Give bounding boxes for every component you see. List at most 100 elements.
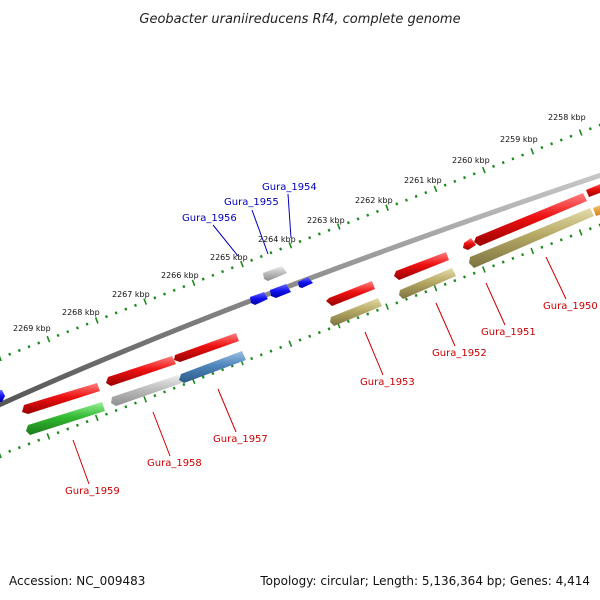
gene-features <box>0 184 600 435</box>
tick-mark <box>259 353 263 357</box>
gene-label: Gura_1953 <box>360 377 415 388</box>
tick-mark <box>346 221 350 225</box>
tick-mark <box>114 408 118 413</box>
tick-mark <box>492 164 496 168</box>
tick-mark <box>143 396 148 403</box>
tick-mark <box>511 256 515 260</box>
tick-mark <box>521 153 525 157</box>
tick-mark <box>0 452 2 459</box>
gene-label: Gura_1956 <box>182 213 237 224</box>
leader-line <box>364 331 384 376</box>
tick-mark <box>17 348 21 353</box>
tick-mark <box>104 412 108 416</box>
tick-mark <box>211 273 215 277</box>
scale-label: 2265 kbp <box>210 253 248 262</box>
tick-mark <box>221 269 225 274</box>
leader-line <box>545 256 567 300</box>
leader-line <box>435 302 456 347</box>
tick-mark <box>433 185 438 193</box>
tick-mark <box>17 445 21 450</box>
tick-mark <box>308 236 312 240</box>
tick-mark <box>492 264 496 268</box>
tick-mark <box>124 405 128 409</box>
tick-mark <box>56 431 60 435</box>
gene-feature-small-blue <box>250 292 268 305</box>
leader-line <box>152 411 171 457</box>
tick-mark <box>569 234 573 238</box>
tick-mark <box>404 297 408 301</box>
gene-label: Gura_1950 <box>543 301 598 312</box>
tick-mark <box>56 333 60 338</box>
tick-mark <box>550 241 554 246</box>
gene-feature-red <box>394 252 449 280</box>
tick-mark <box>288 241 293 249</box>
tick-mark <box>133 401 137 405</box>
tick-mark <box>37 341 41 345</box>
tick-mark <box>424 191 428 195</box>
tick-mark <box>288 340 293 347</box>
tick-mark <box>472 172 476 176</box>
gene-feature-red <box>22 383 100 414</box>
gene-feature-orange <box>593 205 600 216</box>
tick-mark <box>317 330 321 335</box>
gene-feature-red <box>174 333 239 362</box>
tick-mark <box>46 433 51 440</box>
tick-mark <box>221 368 225 372</box>
genome-info-text: Topology: circular; Length: 5,136,364 bp… <box>260 574 590 588</box>
tick-mark <box>27 442 31 446</box>
gene-feature-olive <box>399 268 456 299</box>
gene-feature-red <box>586 184 600 197</box>
scale-label: 2269 kbp <box>13 324 51 333</box>
scale-label: 2261 kbp <box>404 176 442 185</box>
gene-feature-steel-blue <box>179 351 246 383</box>
gene-feature-red <box>463 238 476 250</box>
scale-labels: 2269 kbp 2268 kbp 2267 kbp 2266 kbp 2265… <box>13 113 586 333</box>
gene-feature-red <box>106 356 176 386</box>
tick-mark <box>201 375 205 379</box>
tick-mark <box>550 142 554 146</box>
gene-label: Gura_1952 <box>432 348 487 359</box>
tick-mark <box>453 179 457 183</box>
gene-feature-olive <box>469 208 594 268</box>
gene-label: Gura_1951 <box>481 327 536 338</box>
scale-label: 2267 kbp <box>112 290 150 299</box>
tick-mark <box>298 338 302 342</box>
tick-mark <box>540 145 544 150</box>
scale-label: 2264 kbp <box>258 235 296 244</box>
gene-feature-small-blue <box>270 284 291 298</box>
tick-mark <box>269 251 273 255</box>
tick-mark <box>104 315 108 319</box>
tick-mark <box>163 292 167 296</box>
gene-label: Gura_1958 <box>147 458 202 469</box>
tick-mark <box>443 282 447 286</box>
scale-label: 2263 kbp <box>307 216 345 225</box>
tick-mark <box>308 334 312 338</box>
tick-mark <box>259 254 263 259</box>
tick-mark <box>375 209 379 214</box>
gene-label: Gura_1954 <box>262 182 317 193</box>
tick-mark <box>27 345 31 349</box>
gene-feature-blue-edge <box>0 390 5 402</box>
tick-mark <box>366 213 370 217</box>
tick-mark <box>75 423 79 427</box>
tick-mark <box>414 293 418 298</box>
tick-mark <box>375 308 379 312</box>
gene-label: Gura_1957 <box>213 434 268 445</box>
tick-mark <box>433 284 438 292</box>
tick-mark <box>463 275 467 279</box>
tick-mark <box>269 349 273 353</box>
leader-lines <box>72 193 567 485</box>
tick-mark <box>530 247 535 255</box>
tick-mark <box>588 227 592 231</box>
tick-mark <box>346 319 350 324</box>
tick-mark <box>327 228 331 232</box>
leader-line <box>287 193 292 239</box>
tick-mark <box>501 160 505 165</box>
tick-mark <box>481 166 486 174</box>
tick-mark <box>172 288 176 292</box>
tick-mark <box>8 449 12 453</box>
tick-mark <box>85 322 89 326</box>
tick-mark <box>404 198 408 202</box>
gene-feature-green <box>26 402 105 435</box>
